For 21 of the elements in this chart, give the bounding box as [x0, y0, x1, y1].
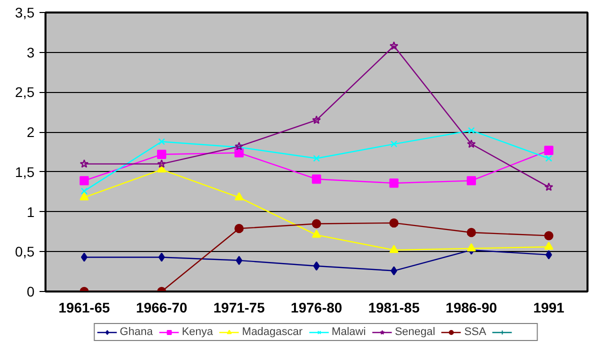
x-tick-label: 1966-70 — [136, 300, 188, 316]
y-tick-label: 3 — [26, 44, 35, 60]
x-tick-label: 1991 — [533, 300, 565, 316]
x-tick-label: 1981-85 — [368, 300, 420, 316]
y-tick-label: 3,5 — [15, 4, 35, 20]
y-tick-label: 1,5 — [15, 164, 35, 180]
x-tick-label: 1986-90 — [446, 300, 498, 316]
legend-label: Malawi — [332, 326, 366, 338]
legend-label: Senegal — [394, 326, 436, 338]
x-tick-label: 1976-80 — [290, 300, 342, 316]
legend-label: Ghana — [120, 326, 153, 338]
legend-label: Kenya — [182, 326, 214, 338]
y-tick-label: 0,5 — [15, 244, 35, 260]
y-tick-label: 2 — [26, 124, 35, 140]
y-tick-label: 1 — [26, 204, 35, 220]
x-tick-label: 1971-75 — [213, 300, 265, 316]
x-tick-label: 1961-65 — [58, 300, 110, 316]
y-tick-label: 2,5 — [15, 84, 35, 100]
legend-label: SSA — [464, 326, 486, 338]
y-tick-label: 0 — [26, 284, 35, 300]
legend-label: Madagascar — [242, 326, 303, 338]
